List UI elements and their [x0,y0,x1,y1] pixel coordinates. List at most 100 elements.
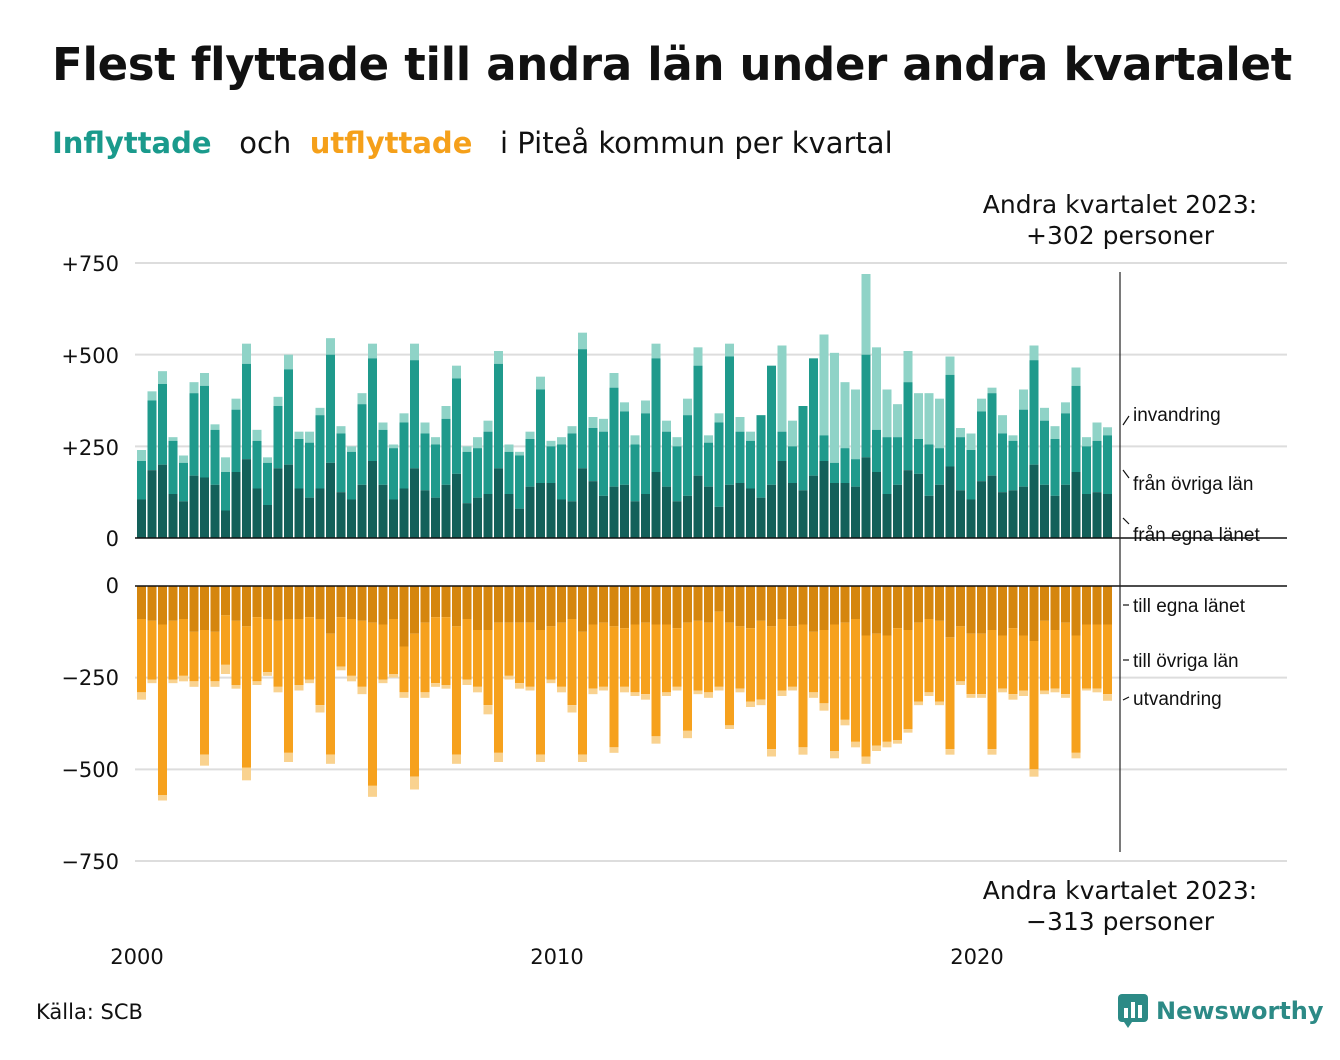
bar-fran-ovriga-lan [263,462,272,505]
bar-till-ovriga-lan [1029,641,1039,770]
bar-fran-ovriga-lan [819,435,829,461]
bar-fran-egna-lanet [137,499,146,538]
bar-invandring [557,437,566,445]
bar-fran-ovriga-lan [1103,435,1112,494]
bar-fran-ovriga-lan [683,415,692,496]
bar-till-ovriga-lan [651,624,661,737]
bar-fran-egna-lanet [483,494,493,538]
bar-fran-ovriga-lan [389,448,398,500]
bar-till-egna-lanet [378,586,388,625]
bar-utvandring [588,688,598,695]
bar-till-egna-lanet [231,586,241,621]
bar-utvandring [483,705,493,715]
bar-fran-egna-lanet [578,468,587,538]
bar-till-ovriga-lan [903,630,913,729]
bar-fran-ovriga-lan [494,363,503,469]
bar-utvandring [956,681,965,685]
bar-till-egna-lanet [462,586,472,619]
bar-till-ovriga-lan [746,628,755,702]
bar-till-ovriga-lan [189,631,199,682]
bar-fran-ovriga-lan [410,360,419,469]
bar-utvandring [294,685,304,691]
bar-fran-ovriga-lan [1071,385,1081,472]
bar-fran-egna-lanet [767,484,776,538]
bar-fran-ovriga-lan [851,459,860,487]
bar-till-egna-lanet [620,586,629,629]
bar-utvandring [903,729,913,733]
subtitle-utflyttade: utflyttade [309,126,473,160]
bar-till-ovriga-lan [998,635,1007,689]
bar-till-egna-lanet [420,586,430,623]
bar-invandring [452,365,461,379]
bar-utvandring [357,686,367,695]
bar-fran-ovriga-lan [651,358,661,472]
bar-invandring [305,431,314,443]
bar-till-egna-lanet [777,586,787,619]
bar-invandring [221,457,230,472]
bar-fran-ovriga-lan [420,433,430,491]
bar-till-egna-lanet [966,586,976,634]
bar-utvandring [599,686,608,691]
y-tick-top-250: +250 [61,436,119,460]
bar-till-ovriga-lan [546,626,556,680]
bar-utvandring [672,686,682,691]
bar-utvandring [735,688,745,693]
bar-fran-ovriga-lan [200,385,209,478]
bar-fran-egna-lanet [672,501,682,538]
bar-invandring [515,451,524,456]
bar-utvandring [714,686,724,691]
bar-utvandring [221,664,230,674]
bar-fran-egna-lanet [242,459,251,538]
bar-utvandring [819,703,829,711]
bar-fran-egna-lanet [599,495,608,538]
bar-till-ovriga-lan [956,626,965,682]
bar-till-ovriga-lan [147,620,157,680]
bar-till-egna-lanet [515,586,524,623]
bar-invandring [704,435,713,443]
bar-fran-egna-lanet [399,488,409,538]
bar-till-ovriga-lan [284,619,293,753]
bar-fran-ovriga-lan [252,440,262,489]
bar-till-egna-lanet [945,586,955,638]
bar-fran-egna-lanet [704,486,713,538]
bar-utvandring [189,681,199,687]
x-tick-2000: 2000 [110,945,163,969]
bar-till-egna-lanet [525,586,535,623]
bar-invandring [1071,367,1081,386]
bar-till-egna-lanet [452,586,461,627]
bar-invandring [987,387,997,394]
bar-fran-ovriga-lan [788,446,797,483]
bar-utvandring [504,675,514,680]
bar-invandring [326,338,335,355]
bar-till-ovriga-lan [1082,624,1091,689]
bar-utvandring [336,666,346,671]
bar-till-ovriga-lan [368,622,377,786]
bar-utvandring [410,776,419,790]
bar-invandring [914,393,923,439]
bar-till-egna-lanet [998,586,1007,636]
bar-invandring [924,393,934,445]
bar-till-ovriga-lan [452,626,461,755]
bar-utvandring [725,725,734,729]
bar-till-ovriga-lan [641,622,650,695]
bar-till-ovriga-lan [851,619,860,742]
bar-till-ovriga-lan [977,633,986,695]
bar-utvandring [620,686,629,693]
bar-utvandring [158,795,167,801]
bar-fran-ovriga-lan [903,382,913,471]
bar-fran-egna-lanet [1029,464,1039,538]
bar-till-egna-lanet [294,586,304,619]
bar-fran-ovriga-lan [231,409,241,472]
bar-fran-egna-lanet [830,483,839,538]
annotation-top-line1: Andra kvartalet 2023: [983,190,1257,219]
bar-fran-ovriga-lan [557,444,566,500]
bar-fran-ovriga-lan [525,439,535,487]
bar-fran-ovriga-lan [641,413,650,494]
bar-fran-ovriga-lan [158,384,167,465]
bar-fran-ovriga-lan [672,446,682,502]
bar-utvandring [1019,690,1028,696]
bar-till-egna-lanet [1019,586,1028,636]
bar-till-egna-lanet [399,586,409,647]
bar-utvandring [420,692,430,698]
bar-invandring [641,400,650,414]
